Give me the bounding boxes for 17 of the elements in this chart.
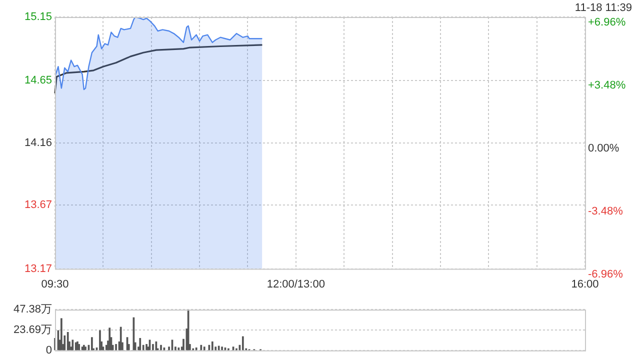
y-tick-label: 23.69万 <box>13 324 52 336</box>
y-tick-label: 15.15 <box>24 11 52 24</box>
x-tick-label: 09:30 <box>41 278 69 290</box>
y-tick-label: 14.16 <box>24 136 52 149</box>
y2-tick-label: 0.00% <box>588 142 620 154</box>
y2-tick-label: +3.48% <box>588 79 626 92</box>
y-tick-label: 13.67 <box>24 199 52 212</box>
x-tick-label: 12:00/13:00 <box>266 278 325 290</box>
y-tick-label: 47.38万 <box>13 304 52 316</box>
y2-tick-label: -3.48% <box>588 205 624 218</box>
x-tick-label: 16:00 <box>571 278 599 290</box>
y-tick-label: 14.65 <box>24 74 52 87</box>
text: 11-18 11:39 <box>574 2 632 14</box>
y2-tick-label: +6.96% <box>588 16 626 29</box>
y-tick-label: 0 <box>46 344 52 356</box>
y-tick-label: 13.17 <box>24 262 52 275</box>
y2-tick-label: -6.96% <box>588 268 624 280</box>
